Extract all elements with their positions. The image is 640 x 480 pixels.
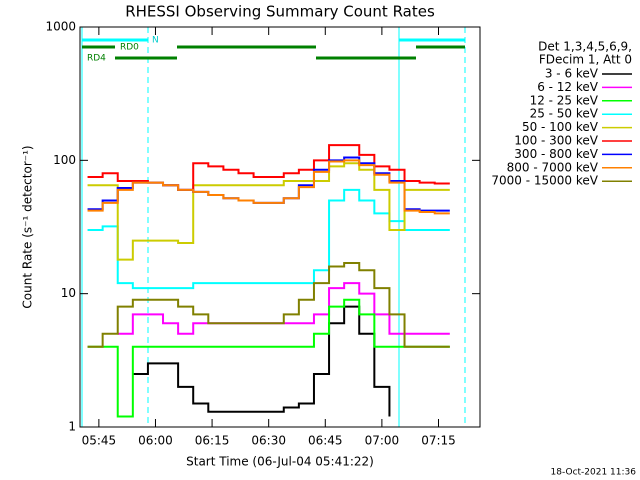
x-tick-label: 05:45 xyxy=(82,434,117,448)
x-tick-label: 06:00 xyxy=(138,434,173,448)
series-line xyxy=(87,261,450,348)
legend-label: 12 - 25 keV xyxy=(530,93,599,107)
indicators xyxy=(81,27,466,427)
x-tick-label: 07:15 xyxy=(421,434,456,448)
legend-label: 100 - 300 keV xyxy=(514,134,598,148)
legend-label: 3 - 6 keV xyxy=(545,67,599,81)
annotation: N xyxy=(152,36,159,46)
legend-header: FDecim 1, Att 0 xyxy=(539,53,632,67)
legend-header: Det 1,3,4,5,6,9, xyxy=(538,40,632,54)
footer: 18-Oct-2021 11:36 xyxy=(551,468,637,478)
x-tick-label: 07:00 xyxy=(365,434,400,448)
series-line xyxy=(87,298,450,418)
annotation: RD0 xyxy=(120,43,139,53)
chart-title: RHESSI Observing Summary Count Rates xyxy=(125,3,435,21)
legend-label: 50 - 100 keV xyxy=(522,120,599,134)
y-tick-label: 1 xyxy=(68,420,76,434)
x-axis-label: Start Time (06-Jul-04 05:41:22) xyxy=(186,455,374,469)
plot-frame xyxy=(79,26,481,428)
y-tick-label: 1000 xyxy=(45,20,76,34)
series-line xyxy=(87,159,450,215)
x-tick-label: 06:45 xyxy=(308,434,343,448)
series-line xyxy=(87,188,450,290)
y-tick-label: 10 xyxy=(61,286,76,300)
y-tick-label: 100 xyxy=(53,153,76,167)
legend-label: 7000 - 15000 keV xyxy=(491,174,598,188)
legend-label: 25 - 50 keV xyxy=(530,107,599,121)
series-line xyxy=(117,282,450,335)
x-tick-label: 06:30 xyxy=(251,434,286,448)
series-line xyxy=(87,162,450,261)
y-axis-label: Count Rate (s⁻¹ detector⁻¹) xyxy=(21,145,35,308)
legend-label: 6 - 12 keV xyxy=(537,80,599,94)
legend-label: 300 - 800 keV xyxy=(514,147,598,161)
legend-label: 800 - 7000 keV xyxy=(507,160,599,174)
annotation: RD4 xyxy=(87,54,106,64)
x-tick-label: 06:15 xyxy=(195,434,230,448)
